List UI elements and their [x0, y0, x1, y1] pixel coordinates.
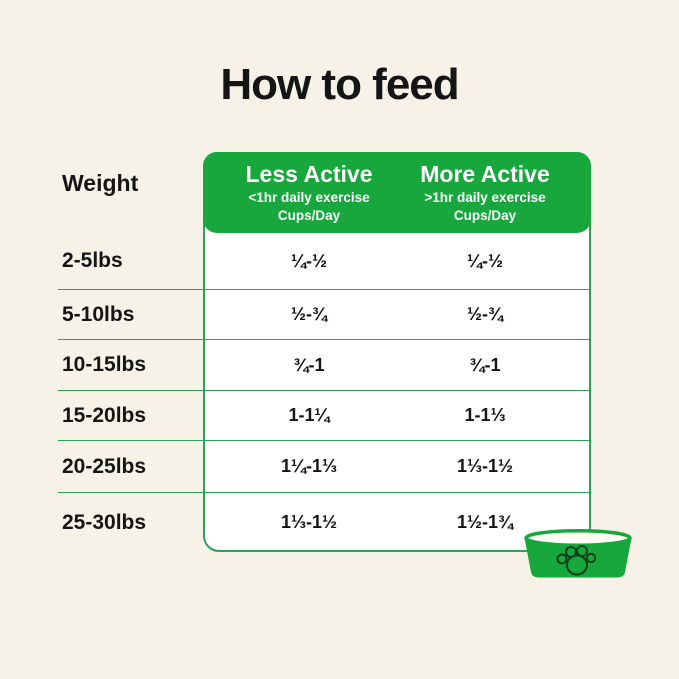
bowl-body	[524, 538, 632, 578]
table-header: Less Active <1hr daily exercise Cups/Day…	[203, 152, 591, 233]
column-label: More Active	[420, 161, 550, 188]
less-active-value: 1¼-1⅓	[203, 441, 397, 493]
column-unit: Cups/Day	[453, 207, 517, 223]
less-active-value: ¾-1	[203, 340, 397, 391]
more-active-value: ½-¾	[397, 290, 591, 340]
page-title: How to feed	[220, 60, 459, 109]
less-active-value: ¼-½	[203, 233, 397, 290]
more-active-value: 1⅓-1½	[397, 441, 591, 493]
bowl-rim	[524, 529, 632, 547]
table-body: 2-5lbs ¼-½ ¼-½ 5-10lbs ½-¾ ½-¾ 10-15lbs …	[58, 233, 591, 552]
column-header-more-active: More Active >1hr daily exercise Cups/Day	[397, 152, 591, 233]
more-active-value: 1½-1¾	[456, 512, 514, 532]
weight-cell: 5-10lbs	[58, 290, 203, 340]
weight-cell: 15-20lbs	[58, 391, 203, 441]
more-active-value: 1-1⅓	[397, 391, 591, 441]
column-label: Less Active	[245, 161, 373, 188]
paw-print-icon	[556, 545, 597, 576]
column-header-less-active: Less Active <1hr daily exercise Cups/Day	[203, 152, 397, 233]
weight-cell: 20-25lbs	[58, 441, 203, 493]
column-sublabel: >1hr daily exercise	[424, 190, 546, 206]
weight-cell: 25-30lbs	[62, 510, 147, 534]
less-active-value: 1-1¼	[203, 391, 397, 441]
less-active-value: 1⅓-1½	[280, 512, 338, 532]
more-active-value: ¾-1	[397, 340, 591, 391]
weight-cell: 10-15lbs	[58, 340, 203, 391]
dog-bowl-icon	[524, 529, 632, 578]
more-active-value: ¼-½	[397, 233, 591, 290]
less-active-value: ½-¾	[203, 290, 397, 340]
column-sublabel: <1hr daily exercise	[248, 190, 370, 206]
weight-cell: 2-5lbs	[58, 233, 203, 290]
column-unit: Cups/Day	[277, 207, 341, 223]
weight-column-header: Weight	[62, 170, 139, 196]
